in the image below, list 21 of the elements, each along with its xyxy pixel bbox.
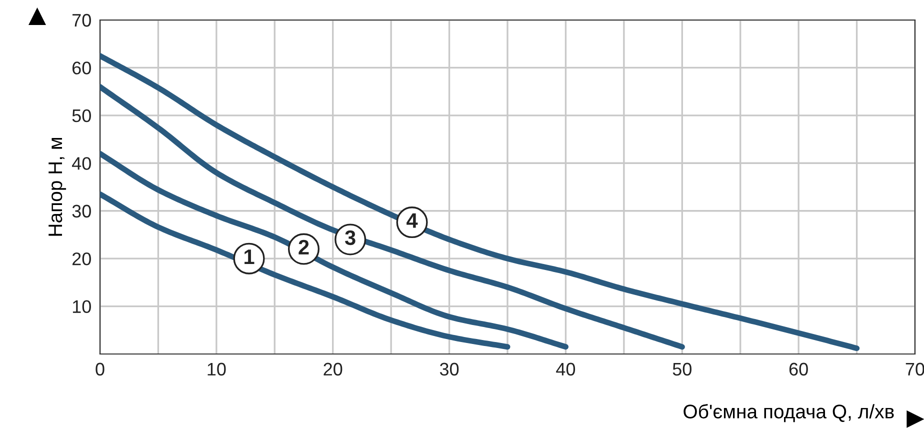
y-tick-label: 30	[72, 204, 91, 218]
x-axis-title: Об'ємна подача Q, л/хв	[684, 404, 894, 422]
x-tick-label: 60	[789, 362, 808, 376]
y-tick-label: 40	[72, 157, 91, 170]
x-tick-label: 20	[324, 362, 342, 376]
x-tick-label: 50	[672, 362, 692, 376]
x-tick-label: 70	[906, 362, 924, 376]
y-tick-label: 70	[72, 14, 91, 27]
y-axis-title: Напор H, м	[48, 138, 66, 236]
x-tick-label: 10	[208, 362, 226, 376]
annotation: 1	[244, 250, 254, 264]
x-tick-label: 30	[440, 362, 459, 376]
y-tick-label: 50	[72, 109, 91, 122]
y-tick-label: 20	[72, 252, 91, 266]
annotation: 3	[345, 230, 356, 246]
y-tick-label: 60	[72, 62, 91, 74]
annotation: 2	[298, 240, 309, 254]
y-tick-label: 10	[72, 300, 91, 314]
x-tick-label: 40	[556, 362, 576, 376]
x-tick-label: 0	[96, 362, 104, 376]
annotation: 4	[406, 213, 418, 228]
